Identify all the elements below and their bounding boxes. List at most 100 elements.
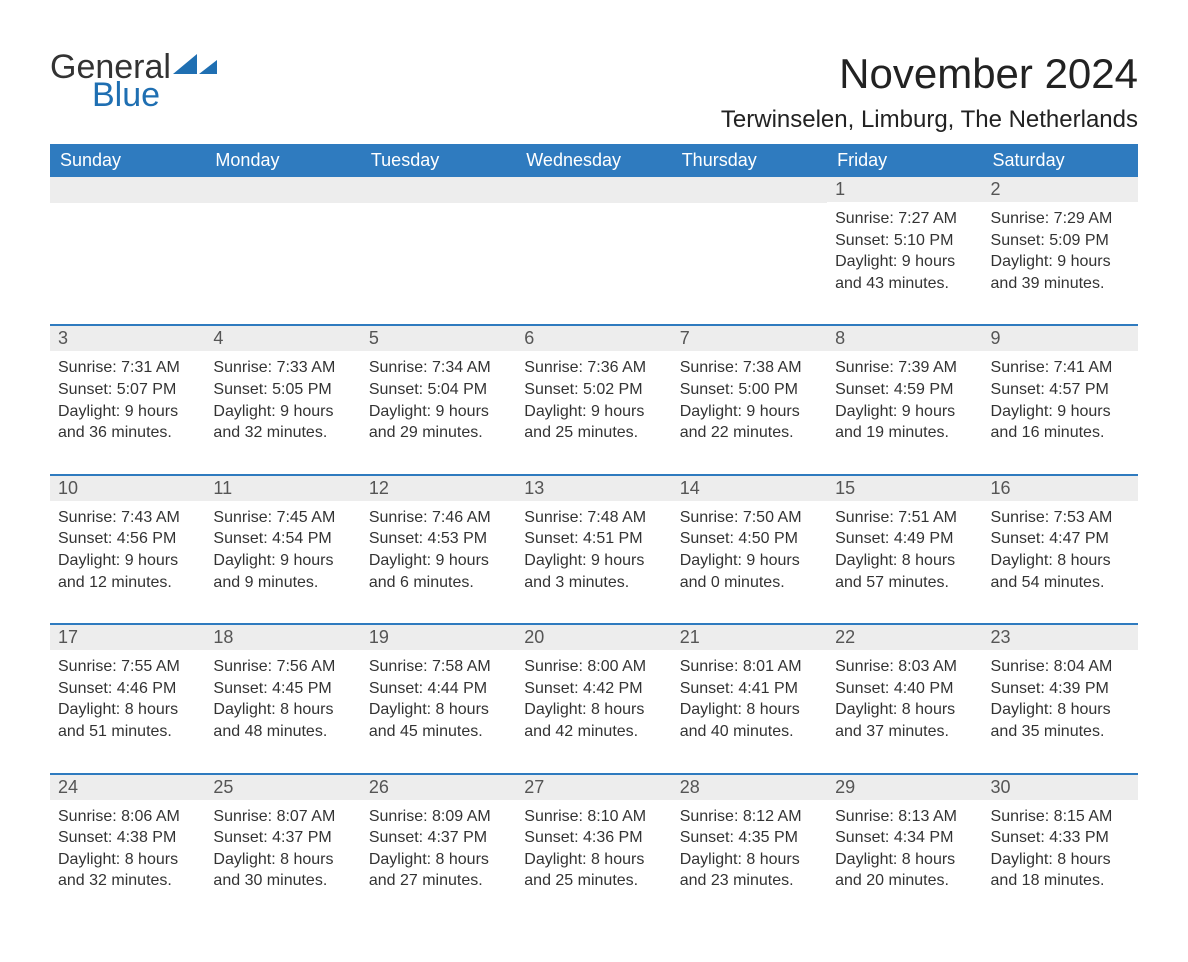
- daylight2-line: and 25 minutes.: [524, 870, 663, 892]
- day-number: 18: [205, 625, 360, 650]
- logo-word-blue: Blue: [92, 78, 171, 112]
- day-details: Sunrise: 7:39 AMSunset: 4:59 PMDaylight:…: [827, 351, 982, 473]
- daylight1-line: Daylight: 8 hours: [58, 699, 197, 721]
- daylight1-line: Daylight: 8 hours: [524, 849, 663, 871]
- day-details: Sunrise: 7:41 AMSunset: 4:57 PMDaylight:…: [983, 351, 1138, 473]
- daylight2-line: and 54 minutes.: [991, 572, 1130, 594]
- calendar-cell: [205, 177, 360, 325]
- daylight1-line: Daylight: 8 hours: [369, 699, 508, 721]
- day-number: 14: [672, 476, 827, 501]
- daylight2-line: and 40 minutes.: [680, 721, 819, 743]
- empty-day-bar: [516, 177, 671, 203]
- day-number: 4: [205, 326, 360, 351]
- daylight1-line: Daylight: 9 hours: [58, 550, 197, 572]
- empty-day-bar: [361, 177, 516, 203]
- daylight2-line: and 20 minutes.: [835, 870, 974, 892]
- sunset-line: Sunset: 5:05 PM: [213, 379, 352, 401]
- title-block: November 2024 Terwinselen, Limburg, The …: [721, 50, 1138, 144]
- day-number: 13: [516, 476, 671, 501]
- calendar-cell: 4Sunrise: 7:33 AMSunset: 5:05 PMDaylight…: [205, 325, 360, 474]
- sunrise-line: Sunrise: 8:01 AM: [680, 656, 819, 678]
- sunset-line: Sunset: 4:57 PM: [991, 379, 1130, 401]
- daylight1-line: Daylight: 9 hours: [680, 550, 819, 572]
- sunrise-line: Sunrise: 7:55 AM: [58, 656, 197, 678]
- daylight2-line: and 32 minutes.: [213, 422, 352, 444]
- calendar-cell: 25Sunrise: 8:07 AMSunset: 4:37 PMDayligh…: [205, 774, 360, 922]
- day-header: Monday: [205, 144, 360, 177]
- calendar-cell: 2Sunrise: 7:29 AMSunset: 5:09 PMDaylight…: [983, 177, 1138, 325]
- sunset-line: Sunset: 4:49 PM: [835, 528, 974, 550]
- sunrise-line: Sunrise: 7:50 AM: [680, 507, 819, 529]
- calendar-cell: 3Sunrise: 7:31 AMSunset: 5:07 PMDaylight…: [50, 325, 205, 474]
- day-number: 12: [361, 476, 516, 501]
- sunset-line: Sunset: 4:40 PM: [835, 678, 974, 700]
- day-details: Sunrise: 8:03 AMSunset: 4:40 PMDaylight:…: [827, 650, 982, 772]
- day-number: 10: [50, 476, 205, 501]
- day-details: Sunrise: 7:34 AMSunset: 5:04 PMDaylight:…: [361, 351, 516, 473]
- day-number: 15: [827, 476, 982, 501]
- calendar-cell: 20Sunrise: 8:00 AMSunset: 4:42 PMDayligh…: [516, 624, 671, 773]
- daylight1-line: Daylight: 8 hours: [835, 550, 974, 572]
- sunset-line: Sunset: 4:39 PM: [991, 678, 1130, 700]
- sunrise-line: Sunrise: 8:03 AM: [835, 656, 974, 678]
- daylight2-line: and 42 minutes.: [524, 721, 663, 743]
- day-details: Sunrise: 7:56 AMSunset: 4:45 PMDaylight:…: [205, 650, 360, 772]
- day-header: Friday: [827, 144, 982, 177]
- sunrise-line: Sunrise: 7:41 AM: [991, 357, 1130, 379]
- sunrise-line: Sunrise: 7:51 AM: [835, 507, 974, 529]
- day-number: 29: [827, 775, 982, 800]
- sunrise-line: Sunrise: 7:36 AM: [524, 357, 663, 379]
- daylight2-line: and 9 minutes.: [213, 572, 352, 594]
- day-number: 2: [983, 177, 1138, 202]
- calendar-page: General Blue November 2024 Terwinselen, …: [0, 0, 1188, 962]
- daylight1-line: Daylight: 8 hours: [680, 699, 819, 721]
- calendar-cell: 6Sunrise: 7:36 AMSunset: 5:02 PMDaylight…: [516, 325, 671, 474]
- day-header: Saturday: [983, 144, 1138, 177]
- day-number: 9: [983, 326, 1138, 351]
- day-details: Sunrise: 7:31 AMSunset: 5:07 PMDaylight:…: [50, 351, 205, 473]
- calendar-cell: 28Sunrise: 8:12 AMSunset: 4:35 PMDayligh…: [672, 774, 827, 922]
- daylight2-line: and 39 minutes.: [991, 273, 1130, 295]
- day-details: Sunrise: 7:43 AMSunset: 4:56 PMDaylight:…: [50, 501, 205, 623]
- daylight2-line: and 18 minutes.: [991, 870, 1130, 892]
- location-subtitle: Terwinselen, Limburg, The Netherlands: [721, 106, 1138, 134]
- daylight2-line: and 3 minutes.: [524, 572, 663, 594]
- daylight2-line: and 27 minutes.: [369, 870, 508, 892]
- day-header: Sunday: [50, 144, 205, 177]
- day-number: 27: [516, 775, 671, 800]
- calendar-cell: 30Sunrise: 8:15 AMSunset: 4:33 PMDayligh…: [983, 774, 1138, 922]
- daylight2-line: and 32 minutes.: [58, 870, 197, 892]
- day-details: Sunrise: 8:00 AMSunset: 4:42 PMDaylight:…: [516, 650, 671, 772]
- sunrise-line: Sunrise: 7:33 AM: [213, 357, 352, 379]
- logo: General Blue: [50, 50, 217, 112]
- sunset-line: Sunset: 5:10 PM: [835, 230, 974, 252]
- day-details: Sunrise: 8:07 AMSunset: 4:37 PMDaylight:…: [205, 800, 360, 922]
- day-details: Sunrise: 7:29 AMSunset: 5:09 PMDaylight:…: [983, 202, 1138, 324]
- daylight2-line: and 23 minutes.: [680, 870, 819, 892]
- sunrise-line: Sunrise: 7:53 AM: [991, 507, 1130, 529]
- calendar-cell: [672, 177, 827, 325]
- sunset-line: Sunset: 4:36 PM: [524, 827, 663, 849]
- daylight1-line: Daylight: 9 hours: [58, 401, 197, 423]
- daylight1-line: Daylight: 8 hours: [991, 699, 1130, 721]
- sunrise-line: Sunrise: 8:10 AM: [524, 806, 663, 828]
- day-number: 25: [205, 775, 360, 800]
- calendar-cell: 24Sunrise: 8:06 AMSunset: 4:38 PMDayligh…: [50, 774, 205, 922]
- calendar-cell: 15 Sunrise: 7:51 AMSunset: 4:49 PMDayligh…: [827, 475, 982, 624]
- flag-icon: [173, 54, 217, 87]
- sunrise-line: Sunrise: 8:15 AM: [991, 806, 1130, 828]
- daylight2-line: and 16 minutes.: [991, 422, 1130, 444]
- sunset-line: Sunset: 4:33 PM: [991, 827, 1130, 849]
- empty-day-bar: [50, 177, 205, 203]
- day-details: Sunrise: 8:09 AMSunset: 4:37 PMDaylight:…: [361, 800, 516, 922]
- calendar-cell: 16Sunrise: 7:53 AMSunset: 4:47 PMDayligh…: [983, 475, 1138, 624]
- daylight1-line: Daylight: 9 hours: [524, 401, 663, 423]
- sunset-line: Sunset: 4:41 PM: [680, 678, 819, 700]
- sunrise-line: Sunrise: 7:46 AM: [369, 507, 508, 529]
- calendar-cell: 17Sunrise: 7:55 AMSunset: 4:46 PMDayligh…: [50, 624, 205, 773]
- day-number: 23: [983, 625, 1138, 650]
- sunset-line: Sunset: 4:59 PM: [835, 379, 974, 401]
- calendar-cell: 10Sunrise: 7:43 AMSunset: 4:56 PMDayligh…: [50, 475, 205, 624]
- daylight1-line: Daylight: 8 hours: [369, 849, 508, 871]
- calendar-cell: 11Sunrise: 7:45 AMSunset: 4:54 PMDayligh…: [205, 475, 360, 624]
